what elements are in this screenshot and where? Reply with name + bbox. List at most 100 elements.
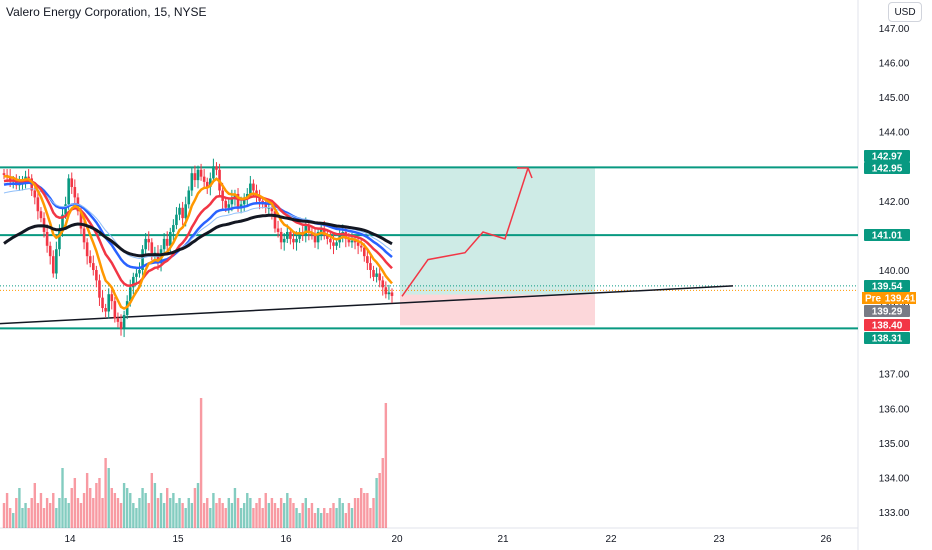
time-tick-label: 26 bbox=[820, 534, 832, 545]
volume-bar bbox=[384, 403, 388, 528]
volume-bar bbox=[181, 503, 184, 528]
volume-bar bbox=[344, 513, 348, 528]
price-tick-label: 134.00 bbox=[879, 473, 910, 484]
candle-body bbox=[82, 228, 86, 243]
candle-body bbox=[48, 245, 52, 257]
candle-body bbox=[264, 204, 268, 208]
candle-body bbox=[224, 200, 228, 208]
price-label-tag bbox=[864, 150, 910, 162]
time-tick-label: 23 bbox=[713, 534, 725, 545]
price-label-text: 139.54 bbox=[872, 282, 903, 293]
candle-body bbox=[51, 256, 55, 274]
volume-bar bbox=[236, 498, 240, 528]
volume-bar bbox=[101, 498, 104, 528]
price-tick-label: 137.00 bbox=[879, 370, 910, 381]
chart-title: Valero Energy Corporation, 15, NYSE bbox=[6, 5, 207, 19]
volume-bar bbox=[319, 513, 323, 528]
volume-bar bbox=[372, 498, 375, 528]
candle-body bbox=[209, 178, 212, 188]
price-tick-label: 144.00 bbox=[879, 128, 910, 139]
volume-bar bbox=[33, 483, 36, 528]
price-tick-label: 140.00 bbox=[879, 266, 910, 277]
arrow-head bbox=[517, 167, 533, 179]
volume-bar bbox=[227, 498, 230, 528]
volume-bar bbox=[218, 498, 221, 528]
volume-bar bbox=[335, 508, 338, 528]
volume-bar bbox=[206, 498, 209, 528]
price-label-tag bbox=[864, 162, 910, 174]
candle-body bbox=[92, 263, 95, 270]
volume-bar bbox=[258, 498, 261, 528]
candle-body bbox=[215, 166, 218, 170]
time-tick-label: 20 bbox=[391, 534, 403, 545]
volume-bar bbox=[89, 488, 92, 528]
volume-bar bbox=[95, 483, 98, 528]
candle-body bbox=[150, 242, 154, 257]
candle-body bbox=[286, 231, 289, 239]
candle-body bbox=[335, 242, 338, 246]
volume-bar bbox=[233, 488, 237, 528]
candle-body bbox=[175, 214, 178, 226]
pre-label-tag bbox=[862, 292, 884, 304]
volume-bar bbox=[341, 503, 344, 528]
volume-bar bbox=[64, 498, 67, 528]
volume-bar bbox=[307, 508, 311, 528]
volume-bar bbox=[187, 498, 190, 528]
volume-bar bbox=[39, 493, 43, 528]
volume-bar bbox=[224, 508, 227, 528]
volume-bar bbox=[289, 498, 292, 528]
candle-body bbox=[144, 238, 147, 250]
volume-bar bbox=[178, 498, 181, 528]
candle-body bbox=[119, 321, 123, 329]
candle-body bbox=[36, 197, 40, 212]
ma-blue-line bbox=[3, 181, 393, 270]
candle-body bbox=[249, 183, 252, 194]
volume-bar bbox=[199, 398, 203, 528]
candle-body bbox=[79, 211, 83, 229]
volume-bar bbox=[381, 458, 384, 528]
volume-bar bbox=[147, 503, 150, 528]
volume-bar bbox=[162, 503, 166, 528]
volume-bar bbox=[107, 468, 110, 528]
volume-bar bbox=[30, 498, 33, 528]
price-tick-label: 146.00 bbox=[879, 59, 910, 70]
volume-bar bbox=[21, 508, 24, 528]
candle-body bbox=[378, 273, 381, 281]
volume-bar bbox=[8, 508, 12, 528]
volume-bar bbox=[353, 498, 357, 528]
candle-body bbox=[193, 173, 197, 181]
volume-bar bbox=[332, 503, 335, 528]
candle-body bbox=[369, 263, 372, 270]
candle-body bbox=[122, 314, 126, 329]
currency-button[interactable]: USD bbox=[888, 2, 922, 22]
candle-body bbox=[2, 173, 6, 175]
time-tick-label: 16 bbox=[280, 534, 292, 545]
candles bbox=[2, 158, 394, 338]
candle-body bbox=[138, 270, 141, 274]
candle-body bbox=[147, 238, 151, 243]
volume-bar bbox=[239, 508, 243, 528]
candle-body bbox=[190, 173, 194, 191]
volume-bar bbox=[249, 498, 252, 528]
volume-bar bbox=[153, 483, 157, 528]
price-label-tag bbox=[884, 292, 916, 304]
candle-body bbox=[212, 166, 215, 179]
volume-bar bbox=[273, 503, 277, 528]
candle-body bbox=[276, 228, 280, 232]
candle-body bbox=[236, 193, 240, 208]
candle-body bbox=[295, 238, 298, 243]
volume-bar bbox=[378, 473, 381, 528]
volume-bar bbox=[156, 498, 160, 528]
candle-body bbox=[132, 276, 135, 288]
candle-body bbox=[110, 294, 114, 302]
candle-body bbox=[98, 280, 101, 298]
price-axis: 133.00134.00135.00136.00137.00138.00139.… bbox=[879, 24, 910, 519]
volume-bar bbox=[292, 503, 295, 528]
candle-body bbox=[113, 301, 117, 319]
volume-bar bbox=[255, 503, 258, 528]
candle-body bbox=[73, 187, 77, 198]
candle-body bbox=[128, 287, 132, 302]
candle-body bbox=[196, 169, 200, 181]
volume-bar bbox=[138, 498, 141, 528]
